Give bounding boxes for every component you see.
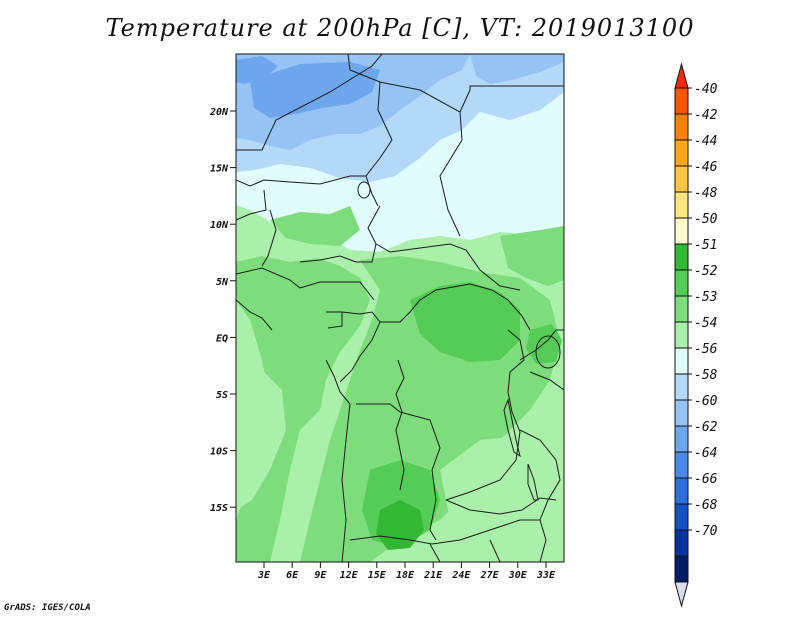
lon-tick-label: 3E — [257, 570, 271, 581]
field-deeper-blue — [250, 62, 380, 118]
colorbar-swatch — [674, 503, 689, 531]
lat-tick-label: 5N — [216, 277, 229, 288]
field-green-north — [270, 206, 360, 246]
lon-tick-label: 6E — [286, 570, 299, 581]
lon-tick-label: 18E — [396, 570, 415, 581]
colorbar-label: -54 — [694, 316, 717, 331]
field-pale-green-se — [440, 436, 560, 540]
lat-tick-label: EQ — [216, 333, 228, 344]
lake-tanganyika — [503, 398, 521, 458]
field-green-east — [500, 226, 564, 286]
lake-malawi — [527, 463, 539, 501]
colorbar-label: -51 — [694, 238, 717, 253]
colorbar-swatch — [674, 217, 689, 245]
colorbar-swatch — [674, 477, 689, 505]
colorbar-bottom-arrow — [674, 581, 689, 608]
colorbar-label: -46 — [694, 160, 718, 175]
lat-tick-label: 15N — [210, 164, 229, 175]
lat-tick-label: 10S — [210, 447, 228, 458]
colorbar-label: -68 — [694, 498, 718, 513]
lat-tick-label: 15S — [210, 503, 228, 514]
colorbar-swatch — [674, 555, 689, 583]
colorbar-label: -44 — [694, 134, 717, 149]
colorbar-swatch — [674, 113, 689, 141]
lat-tick-label: 20N — [209, 107, 229, 118]
temperature-field — [236, 54, 564, 562]
colorbar-label: -62 — [694, 420, 718, 435]
lon-tick-label: 30E — [508, 570, 528, 581]
field-pale-green-w — [236, 370, 286, 510]
latitude-axis: 20N 15N 10N 5N EQ 5S 10S 15S — [209, 107, 236, 514]
colorbar-swatch — [674, 269, 689, 297]
colorbar-swatch — [674, 529, 689, 557]
colorbar-top-arrow — [674, 62, 689, 89]
colorbar-swatch — [674, 295, 689, 323]
lakes — [357, 181, 561, 501]
lon-tick-label: 9E — [314, 570, 327, 581]
longitude-axis: 3E 6E 9E 12E 15E 18E 21E 24E 27E 30E 33E — [257, 562, 556, 581]
lon-tick-label: 15E — [368, 570, 387, 581]
colorbar-label: -42 — [694, 108, 718, 123]
country-borders — [236, 54, 564, 562]
colorbar-label: -56 — [694, 342, 718, 357]
colorbar-swatch — [674, 321, 689, 349]
colorbar-swatch — [674, 191, 689, 219]
lon-tick-label: 24E — [451, 570, 471, 581]
lon-tick-label: 12E — [340, 570, 359, 581]
lat-tick-label: 10N — [210, 220, 229, 231]
colorbar-swatch — [674, 87, 689, 115]
lake-chad — [357, 181, 371, 199]
colorbar-swatch — [674, 165, 689, 193]
colorbar-label: -48 — [694, 186, 718, 201]
field-dark-green-1 — [410, 282, 520, 362]
field-green-west — [236, 256, 370, 562]
colorbar-label: -60 — [694, 394, 718, 409]
colorbar-label: -64 — [694, 446, 717, 461]
map-title: Temperature at 200hPa [C], VT: 201901310… — [105, 14, 695, 42]
colorbar-swatch — [674, 373, 689, 401]
colorbar-swatch — [674, 399, 689, 427]
plot-frame — [235, 53, 565, 563]
colorbar-label: -52 — [694, 264, 718, 279]
colorbar: -40 -42 -44 -46 -48 -50 -51 -52 -53 -54 -56 -58 -60 -… — [674, 62, 718, 608]
colorbar-swatch — [674, 139, 689, 167]
colorbar-label: -40 — [694, 82, 718, 97]
colorbar-swatch — [674, 451, 689, 479]
grads-credit: GrADS: IGES/COLA — [4, 603, 91, 613]
lat-tick-label: 5S — [216, 390, 228, 401]
colorbar-label: -66 — [694, 472, 718, 487]
colorbar-label: -53 — [694, 290, 717, 305]
colorbar-swatch — [674, 243, 689, 271]
colorbar-swatch — [674, 347, 689, 375]
lon-tick-label: 27E — [480, 570, 500, 581]
field-blue-strip — [470, 54, 564, 84]
colorbar-label: -50 — [694, 212, 718, 227]
colorbar-label: -58 — [694, 368, 718, 383]
lake-victoria — [535, 335, 561, 369]
colorbar-swatch — [674, 425, 689, 453]
field-deeper-blue-2 — [236, 56, 278, 84]
colorbar-label: -70 — [694, 524, 718, 539]
lon-tick-label: 21E — [423, 570, 443, 581]
lon-tick-label: 33E — [536, 570, 556, 581]
